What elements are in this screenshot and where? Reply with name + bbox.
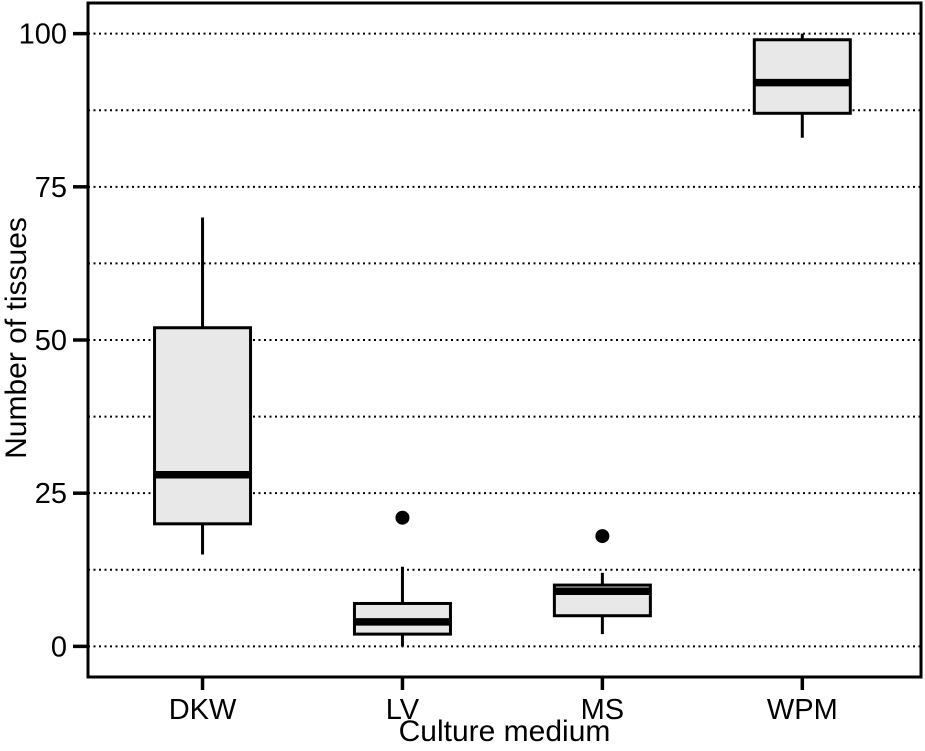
y-tick-label: 25 xyxy=(35,478,67,510)
x-axis-title: Culture medium xyxy=(398,715,611,748)
box-DKW xyxy=(153,326,253,526)
x-category-label: DKW xyxy=(169,694,237,726)
x-category-label: LV xyxy=(386,694,420,726)
x-category-label: WPM xyxy=(767,694,838,726)
outlier-LV xyxy=(395,510,410,525)
y-axis-title: Number of tissues xyxy=(0,217,33,459)
y-tick-label: 50 xyxy=(35,325,67,357)
outlier-MS xyxy=(595,529,610,544)
y-tick-label: 0 xyxy=(51,631,67,663)
y-tick-label: 75 xyxy=(35,172,67,204)
x-category-label: MS xyxy=(581,694,625,726)
y-tick-label: 100 xyxy=(19,19,67,51)
box-WPM xyxy=(752,38,852,115)
